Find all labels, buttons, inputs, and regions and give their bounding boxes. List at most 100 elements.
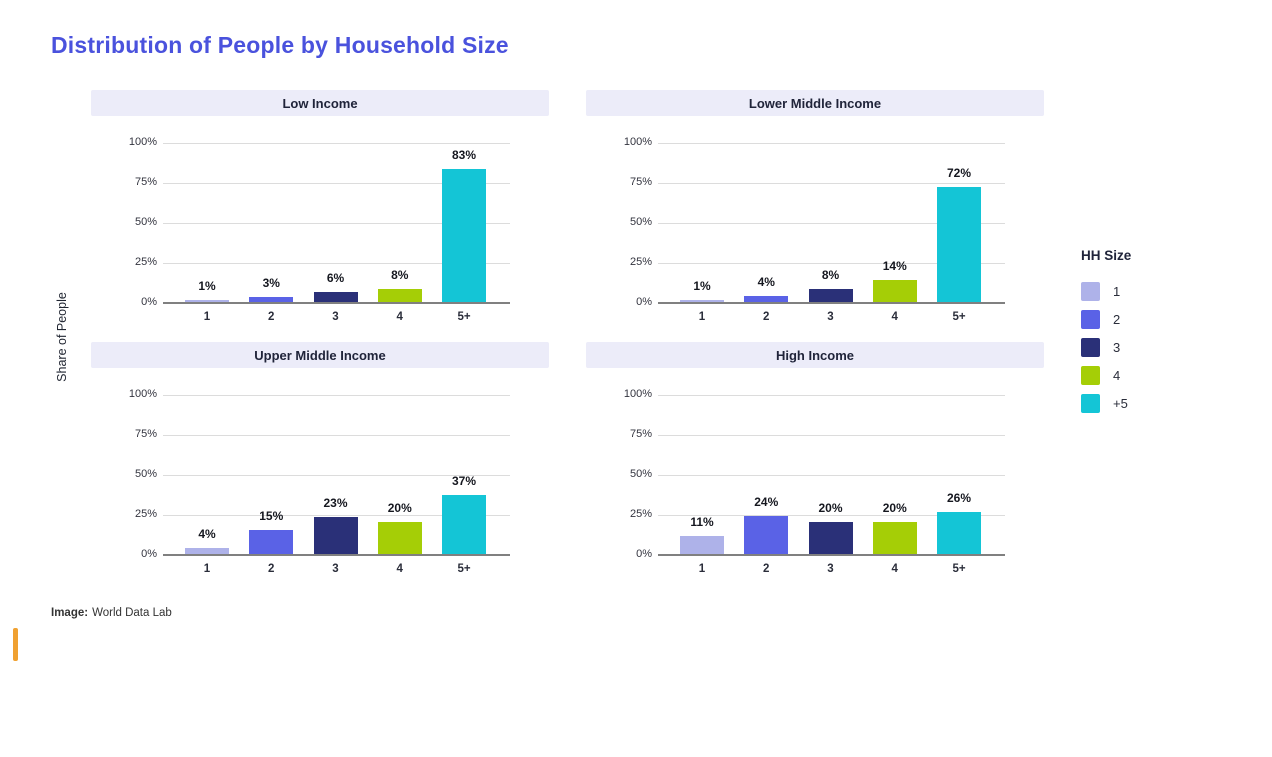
legend-item-hh-2: 2 <box>1081 305 1241 333</box>
gridline <box>658 475 1005 476</box>
y-axis-title-text: Share of People <box>55 292 69 382</box>
gridline <box>163 223 510 224</box>
bar-value-label: 4% <box>198 526 216 541</box>
y-tick-label: 100% <box>128 136 157 148</box>
legend-swatch-icon <box>1081 393 1100 413</box>
bar-hh-5 <box>937 186 981 302</box>
legend-swatch-icon <box>1081 309 1100 329</box>
legend-swatch-icon <box>1081 365 1100 385</box>
bar-hh-4 <box>872 522 917 554</box>
bar-hh-3 <box>313 292 358 302</box>
gridline <box>658 263 1005 264</box>
x-tick-label: 2 <box>763 563 770 575</box>
bar-value-label: 20% <box>818 501 843 515</box>
bar-hh-4 <box>872 279 917 302</box>
bar-hh-5 <box>937 512 981 554</box>
y-tick-label: 75% <box>629 176 652 188</box>
x-tick-label: 3 <box>827 311 834 323</box>
legend-item-hh-1: 1 <box>1081 277 1241 305</box>
gridline <box>658 223 1005 224</box>
y-tick-label: 50% <box>629 468 652 480</box>
legend-item-hh-4: 4 <box>1081 361 1241 389</box>
x-tick-label: 4 <box>891 563 898 575</box>
y-tick-label: 0% <box>636 548 652 560</box>
y-tick-label: 50% <box>134 468 157 480</box>
bar-value-label: 26% <box>946 491 972 506</box>
y-tick-label: 25% <box>629 256 652 268</box>
gridline <box>658 435 1005 436</box>
gridline <box>163 143 510 144</box>
gridline <box>658 395 1005 396</box>
legend-item-label: 4 <box>1113 367 1121 383</box>
dashboard-canvas: { "page": { "title": "Distribution of Pe… <box>13 32 1241 661</box>
y-tick-label: 50% <box>134 216 157 228</box>
panel-title-low-income: Low Income <box>91 90 549 116</box>
bar-hh-4 <box>377 522 422 554</box>
legend-item-label: 1 <box>1113 283 1121 299</box>
bar-value-label: 72% <box>946 165 972 180</box>
x-tick-label: 1 <box>698 311 706 323</box>
legend-item-label: 3 <box>1113 339 1121 355</box>
bar-value-label: 24% <box>754 494 779 509</box>
bar-hh-3 <box>808 522 853 554</box>
bar-value-label: 83% <box>451 148 477 163</box>
page-title: Distribution of People by Household Size <box>51 32 509 58</box>
x-tick-label: 3 <box>332 311 339 323</box>
legend-swatch-icon <box>1081 281 1100 301</box>
bar-hh-1 <box>185 300 229 302</box>
panel-title-upper-middle-income: Upper Middle Income <box>91 342 549 368</box>
bar-plot-upper-middle-income: 0% 25% 50% 75% 100% 4% 1 15% 2 23% 3 20% 4 37% 5+ <box>129 388 510 575</box>
x-tick-label: 2 <box>763 311 770 323</box>
bar-hh-2 <box>744 295 789 302</box>
legend-items: 1 2 3 4 +5 <box>1081 277 1241 417</box>
x-tick-label: 1 <box>698 563 706 575</box>
y-tick-label: 50% <box>629 216 652 228</box>
bar-value-label: 8% <box>821 268 840 283</box>
bar-value-label: 23% <box>323 496 348 511</box>
y-tick-label: 25% <box>134 508 157 520</box>
bar-hh-5 <box>442 169 486 302</box>
x-tick-label: 4 <box>891 311 898 323</box>
x-tick-label: 5+ <box>952 311 966 323</box>
bar-hh-1 <box>680 300 724 302</box>
gridline <box>163 183 510 184</box>
legend-item-label: +5 <box>1113 395 1128 411</box>
panel-upper-middle-income: Upper Middle Income 0% 25% 50% 75% 100% 4% 1 15… <box>91 342 549 582</box>
y-tick-label: 100% <box>623 136 652 148</box>
x-tick-label: 2 <box>268 563 275 575</box>
attribution: Image: World Data Lab <box>51 607 172 619</box>
bar-hh-2 <box>744 515 789 554</box>
bar-hh-5 <box>442 494 486 554</box>
x-tick-label: 1 <box>203 311 211 323</box>
y-tick-label: 100% <box>623 388 652 400</box>
bar-hh-2 <box>249 297 294 302</box>
bar-value-label: 20% <box>882 501 907 515</box>
x-tick-label: 3 <box>827 563 834 575</box>
y-tick-label: 100% <box>128 388 157 400</box>
gridline <box>658 183 1005 184</box>
y-tick-label: 0% <box>636 296 652 308</box>
x-tick-label: 3 <box>332 563 339 575</box>
bar-hh-3 <box>808 289 853 302</box>
bar-hh-4 <box>377 289 422 302</box>
x-tick-label: 1 <box>203 563 211 575</box>
legend-title: HH Size <box>1081 248 1132 263</box>
panel-low-income: Low Income 0% 25% 50% 75% 100% 1% 1 3% 2 6% 3 8% 4 83… <box>91 90 549 330</box>
y-tick-label: 75% <box>629 428 652 440</box>
bar-hh-1 <box>185 547 229 554</box>
gridline <box>163 263 510 264</box>
gridline <box>163 395 510 396</box>
panel-title-lower-middle-income: Lower Middle Income <box>586 90 1044 116</box>
panel-title-high-income: High Income <box>586 342 1044 368</box>
x-axis-line <box>658 302 1005 304</box>
y-tick-label: 25% <box>629 508 652 520</box>
bar-value-label: 8% <box>391 268 409 283</box>
y-tick-label: 25% <box>134 256 157 268</box>
bar-value-label: 37% <box>451 473 477 488</box>
gridline <box>163 515 510 516</box>
x-axis-line <box>658 554 1005 556</box>
y-tick-label: 75% <box>134 176 157 188</box>
bar-hh-3 <box>313 517 358 554</box>
bar-value-label: 20% <box>387 501 412 515</box>
bar-plot-low-income: 0% 25% 50% 75% 100% 1% 1 3% 2 6% 3 8% 4 83% 5+ <box>129 136 510 323</box>
